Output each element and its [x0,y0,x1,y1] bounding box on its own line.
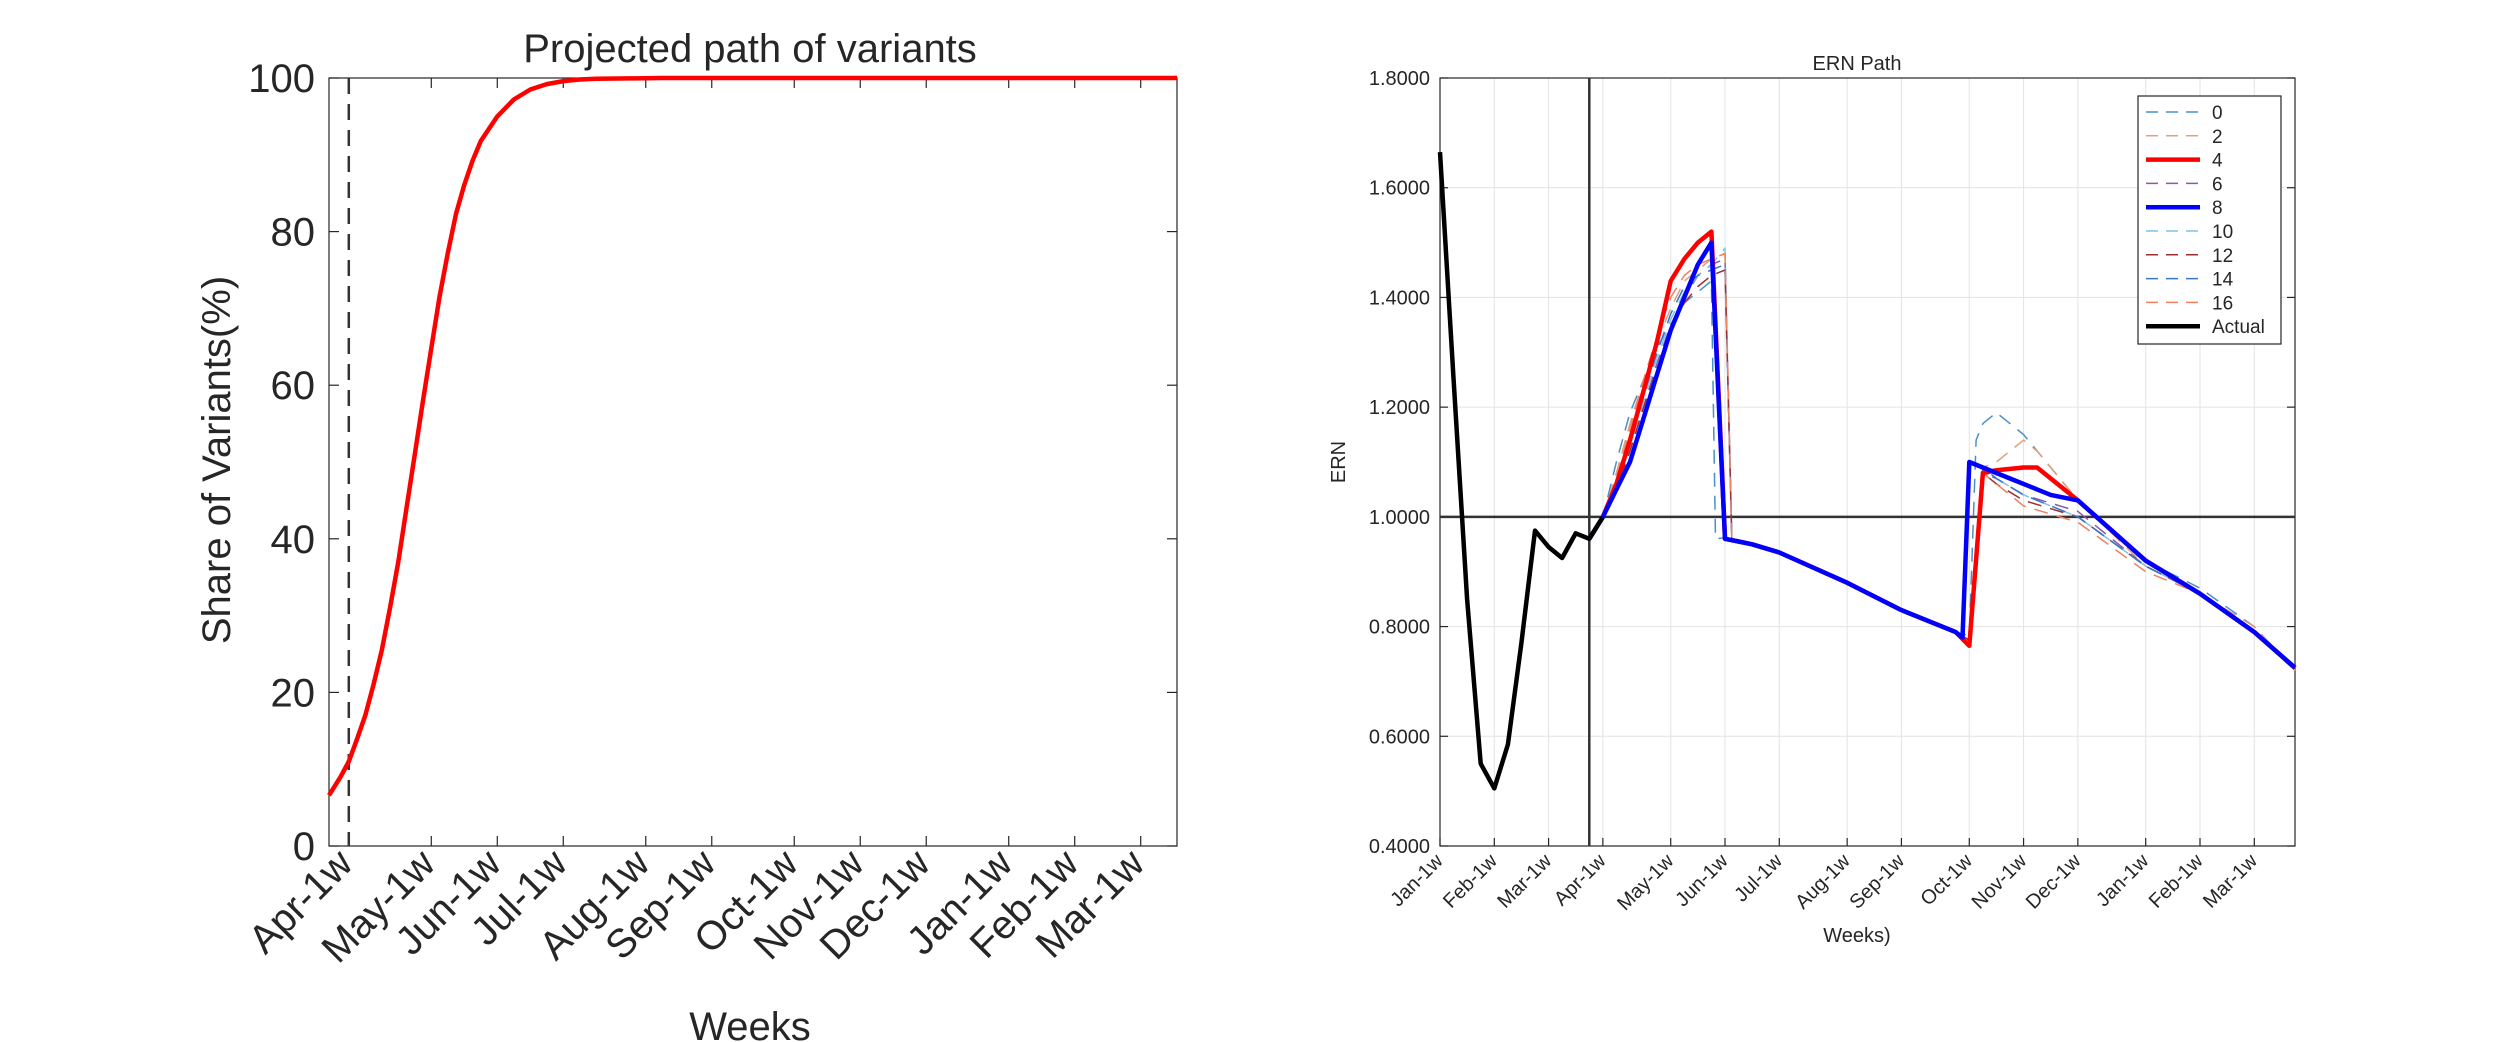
series-line-6 [1588,258,2296,672]
plot-area [328,77,1178,847]
x-tick-label: Dec-1w [2022,850,2086,914]
legend-label: Actual [2212,317,2265,338]
y-tick-label: 20 [271,671,316,715]
legend-label: 0 [2212,103,2223,124]
x-tick-label: Feb-1w [2145,850,2208,913]
y-tick-label: 40 [271,518,316,562]
series-line-8 [1587,240,2297,670]
legend-label: 8 [2212,198,2223,219]
y-tick-label: 1.0000 [1369,507,1430,529]
x-tick-label: Feb-1w [1439,850,1502,913]
y-tick-label: 80 [271,211,316,255]
chart-title: Projected path of variants [523,27,977,71]
x-tick-label: Apr-1w [1550,850,1611,911]
y-tick-label: 60 [271,364,316,408]
chart-ern-path: ERN Path Weeks) ERN 0.4000 0.6000 0.8000 1.… [1328,53,2297,947]
x-tick-label: Jun-1w [1671,850,1733,912]
x-tick-label: Nov-1w [1968,850,2032,914]
series-line-actual [1437,151,1605,791]
x-tick-label: Jan-1w [1386,850,1448,912]
legend-label: 16 [2212,293,2233,314]
legend-label: 14 [2212,270,2234,291]
y-tick-label: 0.4000 [1369,836,1430,858]
x-tick-label: Aug-1w [1791,850,1855,914]
x-tick-label: Jul-1w [1730,850,1787,907]
y-tick-label: 0.8000 [1369,617,1430,639]
legend-label: 6 [2212,174,2223,195]
legend-box [2137,95,2282,345]
x-axis-label: Weeks [689,1005,811,1042]
chart-projected-variants: Projected path of variants Weeks Share o… [195,27,1178,1042]
y-axis-label: ERN [1328,441,1350,483]
legend-label: 4 [2212,151,2223,172]
y-axis-label: Share of Variants(%) [195,276,239,644]
x-tick-label: Jan-1w [2092,850,2154,912]
x-axis-label: Weeks) [1823,925,1890,947]
y-tick-label: 0.6000 [1369,726,1430,748]
legend-label: 10 [2212,222,2233,243]
y-tick-label: 0 [293,825,315,869]
legend-label: 12 [2212,246,2233,267]
plot-border [1439,77,2296,847]
x-tick-label: Mar-1w [2199,850,2262,913]
y-tick-label: 1.8000 [1369,68,1430,90]
x-tick-label: Sep-1w [1845,850,1909,914]
x-tick-label: Mar-1w [1493,850,1556,913]
y-tick-label: 1.6000 [1369,178,1430,200]
x-tick-label: Oct-1w [1916,850,1977,911]
y-tick-label: 100 [248,57,315,101]
y-tick-label: 1.2000 [1369,397,1430,419]
chart-title: ERN Path [1813,53,1902,75]
y-tick-label: 1.4000 [1369,287,1430,309]
x-tick-label: May-1w [1613,850,1678,915]
legend-label: 2 [2212,127,2223,148]
